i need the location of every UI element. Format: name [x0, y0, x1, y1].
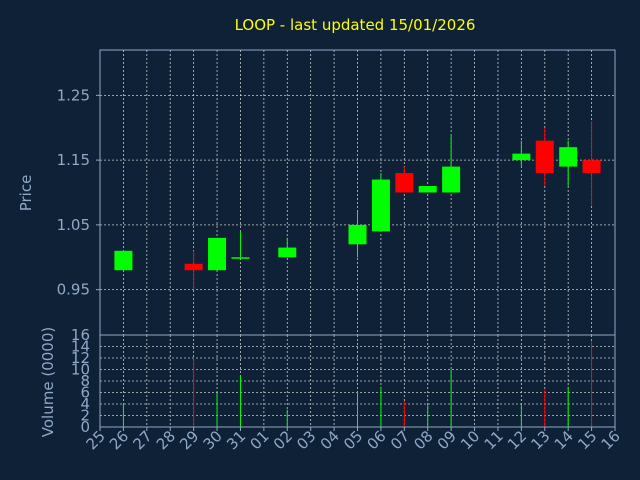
volume-tick-label: 6	[80, 384, 90, 402]
volume-tick-label: 14	[71, 338, 90, 356]
candles	[114, 121, 601, 290]
x-tick-labels: 2526272829303101020304050607080910111213…	[83, 427, 624, 453]
x-axis-label: Day	[334, 459, 362, 475]
price-tick-labels: 0.95 1.05 1.15 1.25	[57, 86, 100, 299]
candle-body	[582, 160, 601, 174]
chart-title: LOOP - last updated 15/01/2026	[235, 16, 476, 34]
volume-tick-label: 8	[80, 372, 90, 390]
volume-tick-label: 10	[71, 361, 90, 379]
candle-body	[442, 166, 461, 193]
volume-axis-label: Volume (0000)	[39, 327, 57, 437]
candle-body	[208, 237, 227, 271]
candle-body	[535, 140, 554, 174]
candle-body	[418, 186, 437, 193]
price-tick-label: 1.25	[57, 86, 90, 104]
volume-tick-label: 2	[80, 407, 90, 425]
price-tick-label: 1.15	[57, 151, 90, 169]
price-tick-label: 0.95	[57, 281, 90, 299]
candle-body	[184, 263, 203, 271]
volume-tick-label: 0	[80, 418, 90, 436]
candle-body	[559, 147, 578, 167]
volume-panel-frame	[99, 334, 616, 428]
price-axis-label: Price	[17, 175, 35, 212]
volume-tick-label: 4	[80, 395, 90, 413]
price-tick-label: 1.05	[57, 216, 90, 234]
volume-bars	[122, 340, 593, 427]
candle-body	[231, 257, 250, 259]
candle-body	[371, 179, 390, 232]
candle-body	[114, 250, 133, 271]
candle-body	[512, 153, 531, 161]
volume-tick-label: 12	[71, 349, 90, 367]
volume-tick-label: 16	[71, 326, 90, 344]
candle-body	[278, 247, 297, 258]
candle-body	[395, 173, 414, 193]
candle-body	[348, 224, 367, 245]
